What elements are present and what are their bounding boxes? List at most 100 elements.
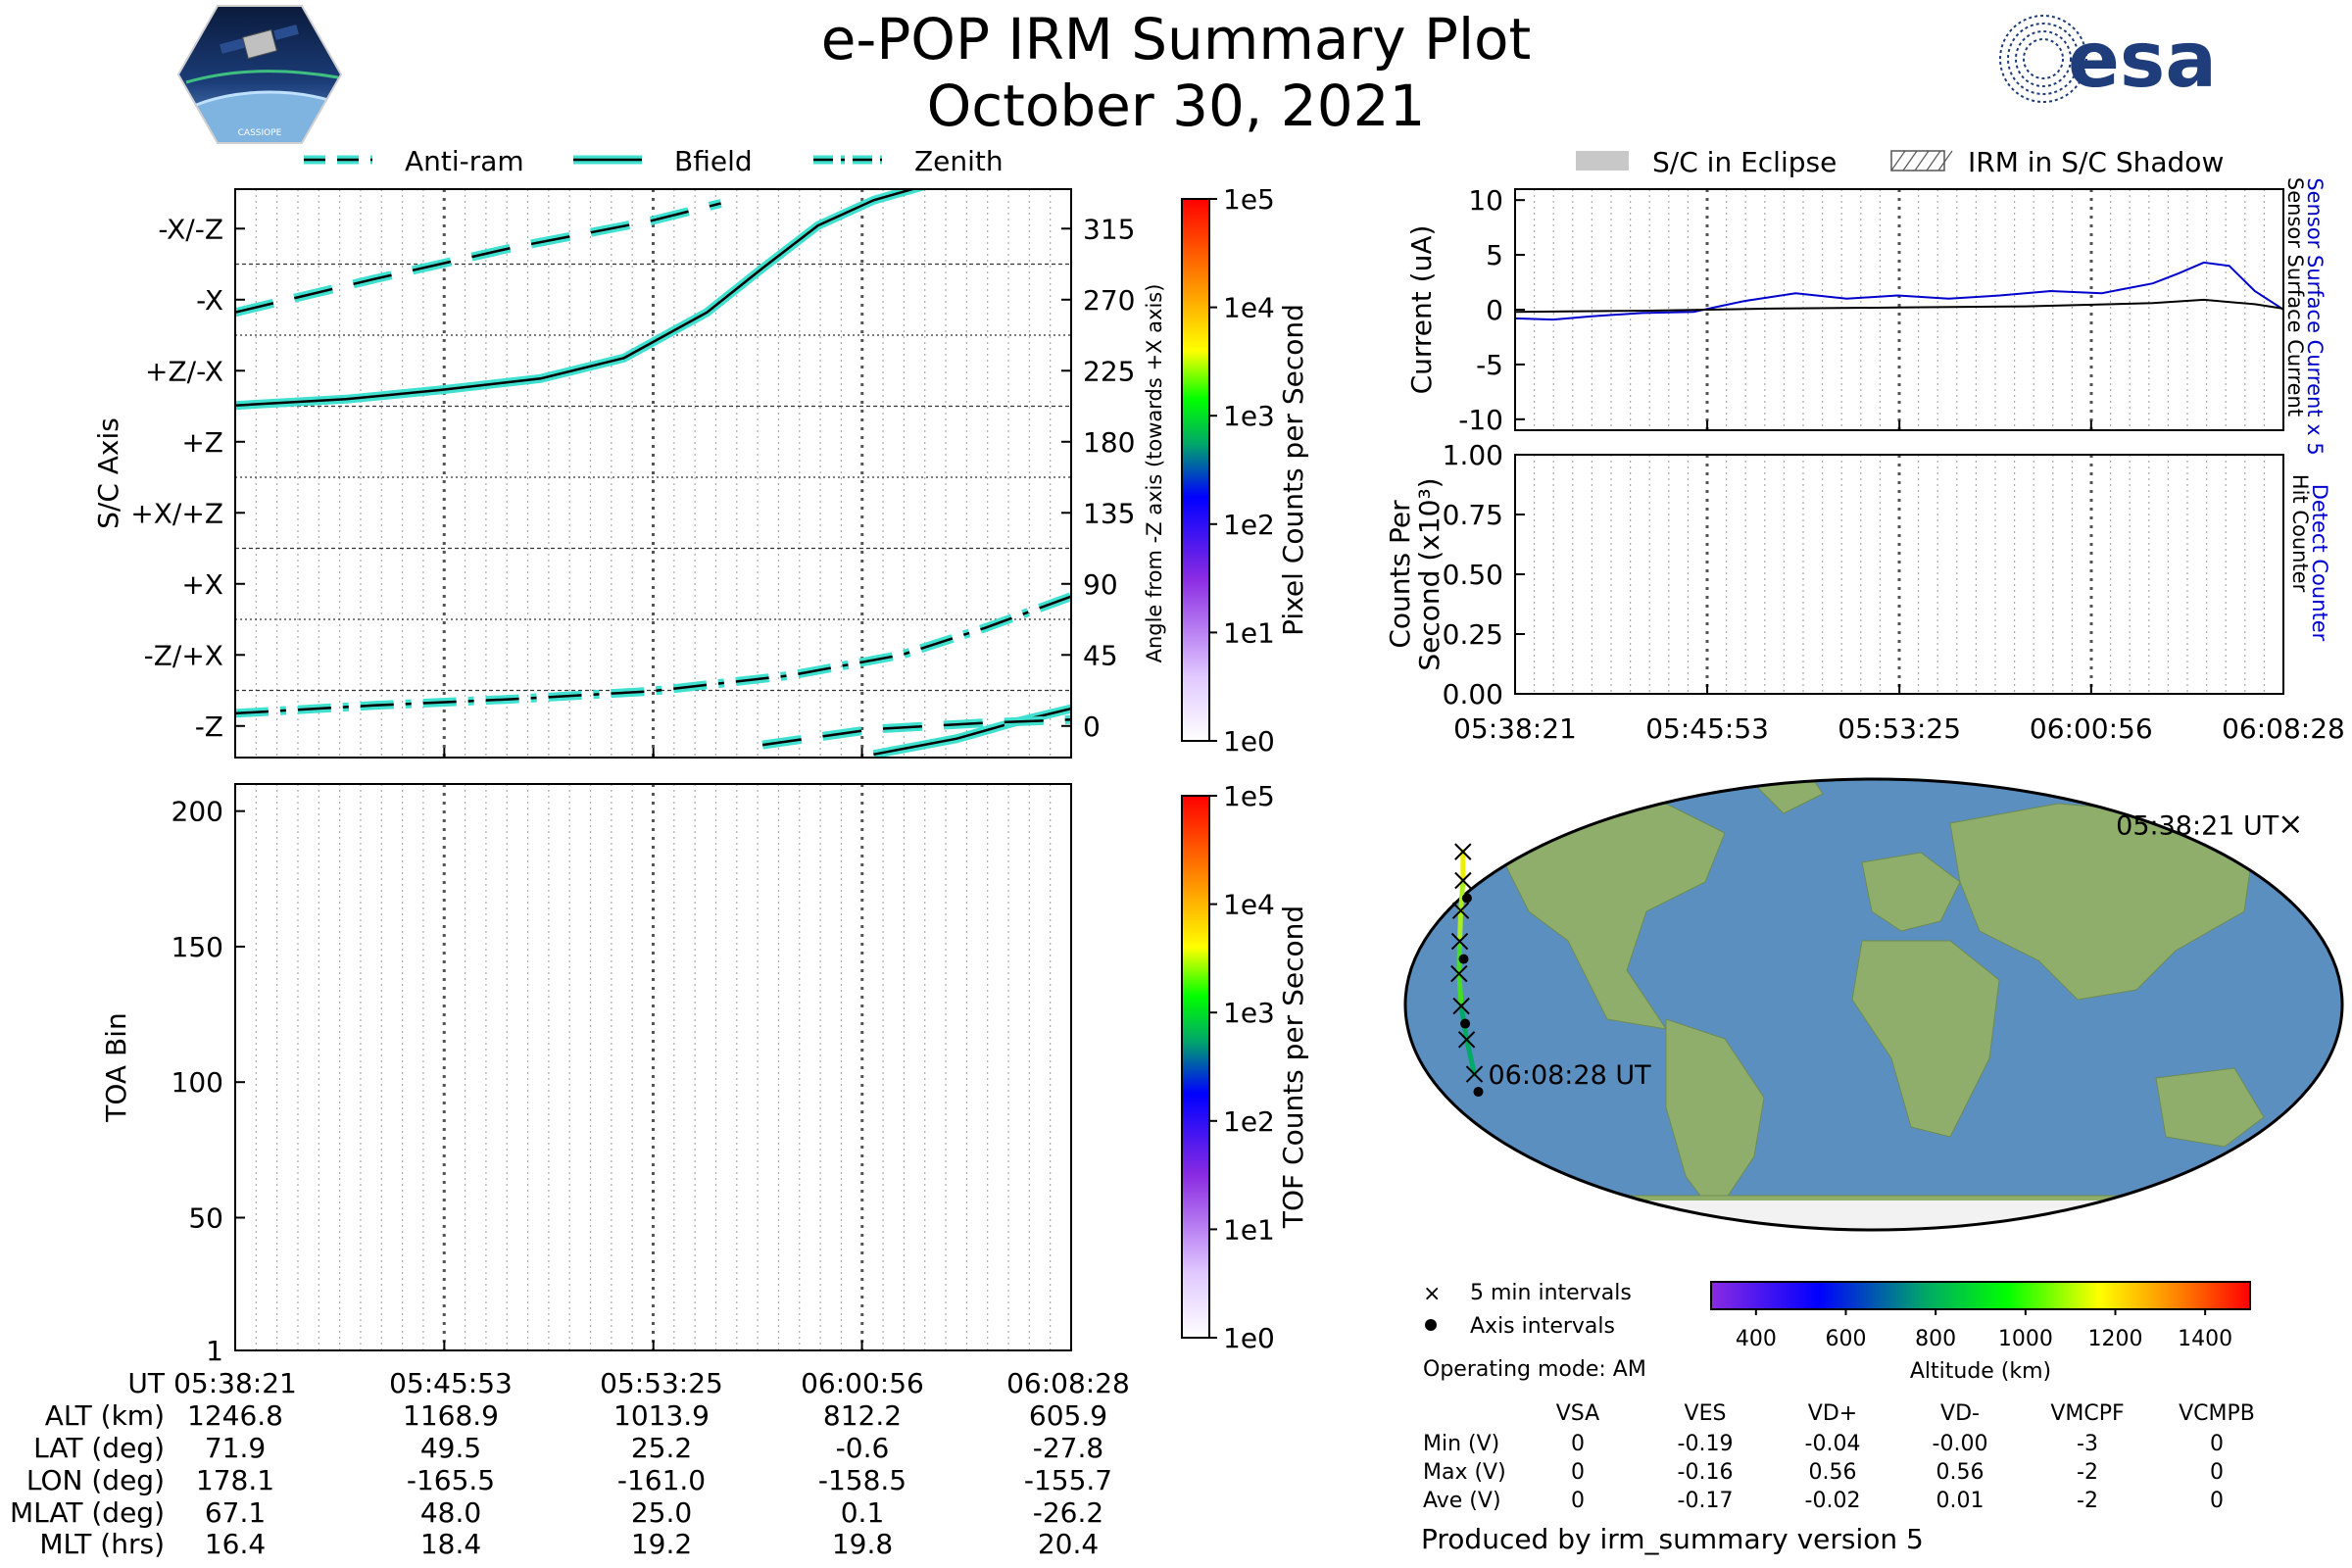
ephemeris-cell: -155.7 — [1024, 1464, 1112, 1496]
hatch-line — [1926, 150, 1941, 172]
five-min-marker — [1450, 964, 1468, 983]
altitude-tick-label: 1200 — [2088, 1327, 2143, 1351]
voltage-cell: 0 — [2210, 1489, 2224, 1513]
sc-axis-ylabel: S/C Axis — [92, 417, 124, 529]
axis-legend-label: Axis intervals — [1470, 1314, 1615, 1339]
ephemeris-row-label: UT — [127, 1367, 165, 1399]
ephemeris-cell: 48.0 — [420, 1496, 481, 1529]
voltage-column-header: VD- — [1940, 1401, 1980, 1426]
hit-counter-label: Hit Counter — [2288, 474, 2312, 593]
voltage-cell: -3 — [2077, 1432, 2098, 1456]
ephemeris-cell: 05:38:21 — [173, 1367, 297, 1399]
colorbar-tick-label: 1e5 — [1223, 183, 1275, 216]
five-min-marker — [1454, 871, 1472, 890]
five-min-marker — [1454, 843, 1472, 860]
ephemeris-row-label: MLAT (deg) — [10, 1496, 165, 1529]
orbit-track-segment — [1456, 971, 1464, 1009]
esa-logo-text: esa — [2068, 17, 2217, 105]
angle-tick-label: 90 — [1083, 568, 1118, 601]
shadow-swatch — [1890, 150, 1945, 172]
toa-ylabel: TOA Bin — [100, 1012, 132, 1122]
ephemeris-cell: 25.2 — [631, 1432, 692, 1464]
colorbar-tick-label: 1e2 — [1223, 509, 1275, 541]
axis-interval-dot — [1458, 954, 1469, 964]
voltage-column-header: VES — [1685, 1401, 1727, 1426]
x-tick-label: 06:08:28 — [2222, 712, 2345, 745]
voltage-column-header: VD+ — [1808, 1401, 1857, 1426]
x-tick-label: 05:38:21 — [1453, 712, 1577, 745]
toa-tick-label: 150 — [172, 931, 223, 963]
angle-axis-label: Angle from -Z axis (towards +X axis) — [1143, 284, 1166, 663]
voltage-cell: -0.00 — [1933, 1432, 1988, 1456]
sensor-current-label: Sensor Surface Current — [2283, 177, 2307, 416]
y-tick-label: 0.00 — [1443, 678, 1503, 710]
x-tick-label: 05:45:53 — [1645, 712, 1769, 745]
ephemeris-cell: -158.5 — [818, 1464, 906, 1496]
sc-axis-tick-label: -Z/+X — [144, 639, 223, 671]
ephemeris-cell: 67.1 — [205, 1496, 266, 1529]
voltage-cell: -2 — [2077, 1489, 2098, 1513]
x-tick-label: 05:53:25 — [1838, 712, 1961, 745]
series-bfield-line — [235, 189, 917, 407]
hatch-line — [1937, 150, 1953, 172]
altitude-tick-label: 400 — [1736, 1327, 1777, 1351]
ephemeris-cell: -165.5 — [407, 1464, 495, 1496]
voltage-cell: -0.02 — [1805, 1489, 1861, 1513]
axis-interval-dot — [1473, 1087, 1484, 1098]
colorbar-tick-label: 1e1 — [1223, 1213, 1275, 1246]
ephemeris-cell: 06:00:56 — [801, 1367, 924, 1399]
footer-text: Produced by irm_summary version 5 — [1421, 1523, 1924, 1555]
panel-frame — [1514, 188, 2284, 431]
ephemeris-cell: 20.4 — [1038, 1528, 1099, 1560]
ephemeris-row-label: LAT (deg) — [33, 1432, 165, 1464]
series-line — [1514, 298, 2284, 314]
ephemeris-cell: 16.4 — [205, 1528, 266, 1560]
altitude-colorbar-label: Altitude (km) — [1910, 1359, 2051, 1384]
sc-axis-tick-label: +X/+Z — [130, 497, 223, 529]
ephemeris-cell: 1246.8 — [187, 1399, 283, 1432]
series-zenith-line — [235, 595, 1071, 715]
voltage-cell: 0 — [1571, 1432, 1585, 1456]
voltage-cell: 0 — [1571, 1460, 1585, 1485]
colorbar-tick-label: 1e4 — [1223, 889, 1275, 921]
legend-label: Zenith — [914, 145, 1004, 177]
voltage-row-label: Max (V) — [1423, 1460, 1506, 1485]
sc-axis-tick-label: +Z — [181, 426, 223, 459]
y-tick-label: 5 — [1486, 239, 1503, 271]
y-tick-label: -10 — [1458, 404, 1503, 436]
voltage-cell: 0 — [2210, 1460, 2224, 1485]
ephemeris-row-label: LON (deg) — [26, 1464, 165, 1496]
land-mass — [1665, 1018, 1765, 1216]
voltage-cell: 0 — [2210, 1432, 2224, 1456]
toa-tick-label: 200 — [172, 796, 223, 828]
ephemeris-cell: 1168.9 — [403, 1399, 499, 1432]
ephemeris-cell: -26.2 — [1033, 1496, 1103, 1529]
colorbar-tick-label: 1e4 — [1223, 292, 1275, 324]
page-title: e-POP IRM Summary Plot — [820, 6, 1532, 73]
voltage-row-label: Ave (V) — [1423, 1489, 1501, 1513]
colorbar — [1181, 795, 1210, 1339]
y-tick-label: 0.75 — [1443, 499, 1503, 531]
hatch-line — [1914, 150, 1930, 172]
voltage-cell: -0.19 — [1678, 1432, 1734, 1456]
y-tick-label: 0.25 — [1443, 618, 1503, 651]
y-tick-label: 0.50 — [1443, 559, 1503, 591]
voltage-cell: 0.56 — [1936, 1460, 1984, 1485]
ephemeris-cell: 0.1 — [841, 1496, 885, 1529]
altitude-tick-label: 600 — [1826, 1327, 1867, 1351]
ephemeris-cell: 25.0 — [631, 1496, 692, 1529]
start-marker — [2281, 815, 2300, 834]
colorbar-tick-label: 1e1 — [1223, 616, 1275, 649]
page-date: October 30, 2021 — [926, 73, 1426, 139]
voltage-cell: -0.04 — [1805, 1432, 1861, 1456]
colorbar-tick-label: 1e0 — [1223, 725, 1275, 758]
legend-label: Anti-ram — [405, 145, 524, 177]
legend-label: S/C in Eclipse — [1652, 146, 1837, 178]
voltage-cell: 0.01 — [1936, 1489, 1984, 1513]
orbit-track-segment — [1457, 907, 1464, 945]
angle-tick-label: 45 — [1083, 639, 1118, 671]
voltage-column-header: VMCPF — [2050, 1401, 2124, 1426]
current-ylabel: Current (uA) — [1405, 225, 1438, 395]
angle-tick-label: 135 — [1083, 497, 1135, 529]
